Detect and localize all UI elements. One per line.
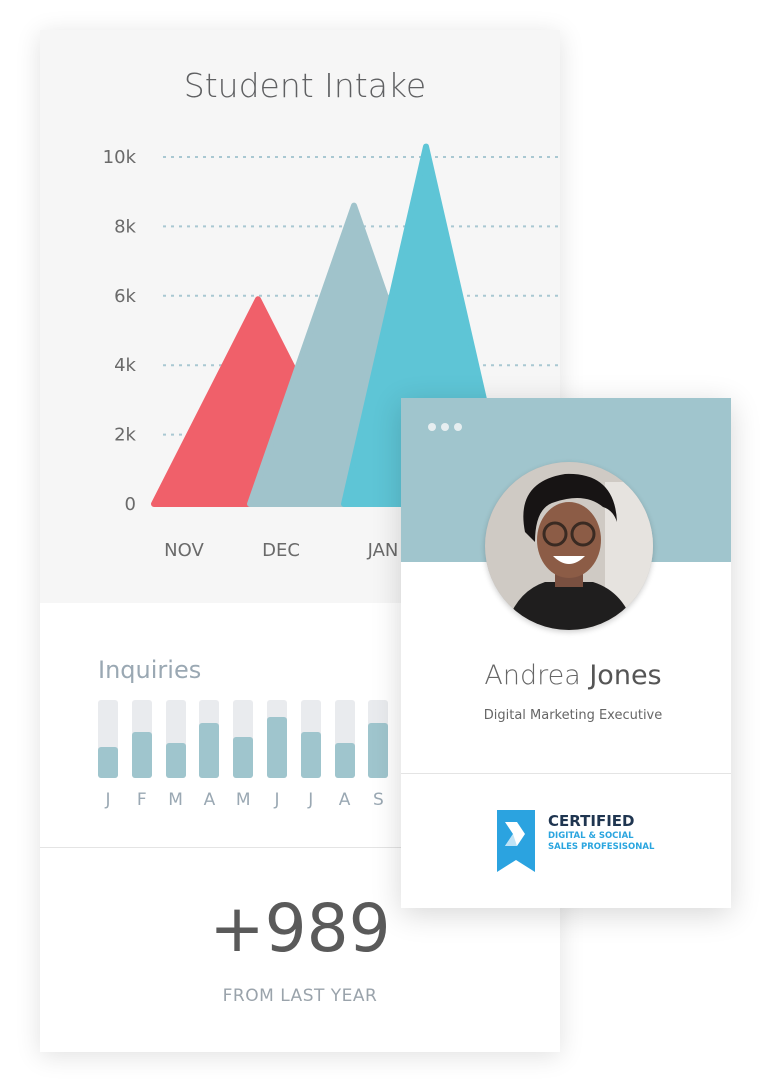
summary-label: FROM LAST YEAR — [222, 986, 378, 1006]
y-tick-label: 8k — [114, 216, 136, 237]
month-label: S — [372, 790, 384, 810]
inquiry-bar — [165, 700, 186, 778]
profile-card: Andrea Jones Digital Marketing Executive… — [401, 398, 731, 908]
month-label: A — [203, 790, 216, 810]
certified-title: CERTIFIED — [548, 812, 635, 830]
inquiry-bar-fill — [233, 736, 254, 778]
inquiry-bar-fill — [199, 722, 220, 778]
month-label: A — [338, 790, 351, 810]
avatar — [485, 462, 653, 630]
month-label: J — [274, 790, 280, 810]
inquiry-bar-fill — [165, 742, 186, 778]
certification-line-2: SALES PROFESISONAL — [548, 842, 655, 852]
y-tick-label: 4k — [114, 355, 136, 376]
inquiry-bar — [131, 700, 152, 778]
inquiry-bar — [334, 700, 355, 778]
summary-value: +989 — [209, 890, 391, 967]
inquiry-bar — [98, 700, 118, 778]
month-label: J — [308, 790, 314, 810]
y-tick-label: 10k — [103, 147, 137, 168]
inquiry-bar-fill — [131, 731, 152, 778]
first-name: Andrea — [484, 660, 581, 691]
certification-line-1: DIGITAL & SOCIAL — [548, 831, 634, 841]
inquiry-bar-fill — [267, 717, 287, 778]
certification-description: DIGITAL & SOCIAL SALES PROFESISONAL — [548, 831, 654, 853]
profile-name: Andrea Jones — [401, 660, 745, 691]
divider — [40, 847, 560, 848]
inquiry-bar-fill — [300, 731, 321, 778]
y-tick-label: 6k — [114, 286, 136, 307]
x-tick-label: DEC — [262, 540, 300, 561]
more-horizontal-icon[interactable] — [428, 423, 462, 431]
chart-title: Student Intake — [183, 66, 427, 105]
y-tick-label: 2k — [114, 425, 136, 446]
inquiry-bar — [368, 700, 389, 778]
x-tick-label: NOV — [164, 540, 204, 561]
chart-area: Student Intake 0 2k 4k 6k 8k 10k NOV DEC JAN — [40, 30, 560, 603]
x-tick-label: JAN — [367, 540, 399, 561]
student-intake-chart: 0 2k 4k 6k 8k 10k NOV DEC JAN — [103, 143, 560, 561]
month-label: F — [136, 790, 147, 810]
inquiry-bar-fill — [98, 746, 118, 778]
inquiry-bar — [300, 700, 321, 778]
month-label: M — [235, 790, 251, 810]
inquiry-bar — [199, 700, 220, 778]
last-name: Jones — [589, 660, 662, 691]
inquiry-bar-fill — [368, 722, 389, 778]
y-tick-label: 0 — [125, 494, 136, 515]
inquiry-bar — [233, 700, 254, 778]
month-label: J — [105, 790, 111, 810]
job-title: Digital Marketing Executive — [483, 708, 663, 723]
certified-badge-icon — [497, 810, 535, 872]
divider — [401, 773, 731, 774]
inquiries-title: Inquiries — [98, 656, 202, 684]
inquiry-bar-fill — [334, 742, 355, 778]
month-label: M — [168, 790, 183, 810]
inquiry-bar — [267, 700, 287, 778]
